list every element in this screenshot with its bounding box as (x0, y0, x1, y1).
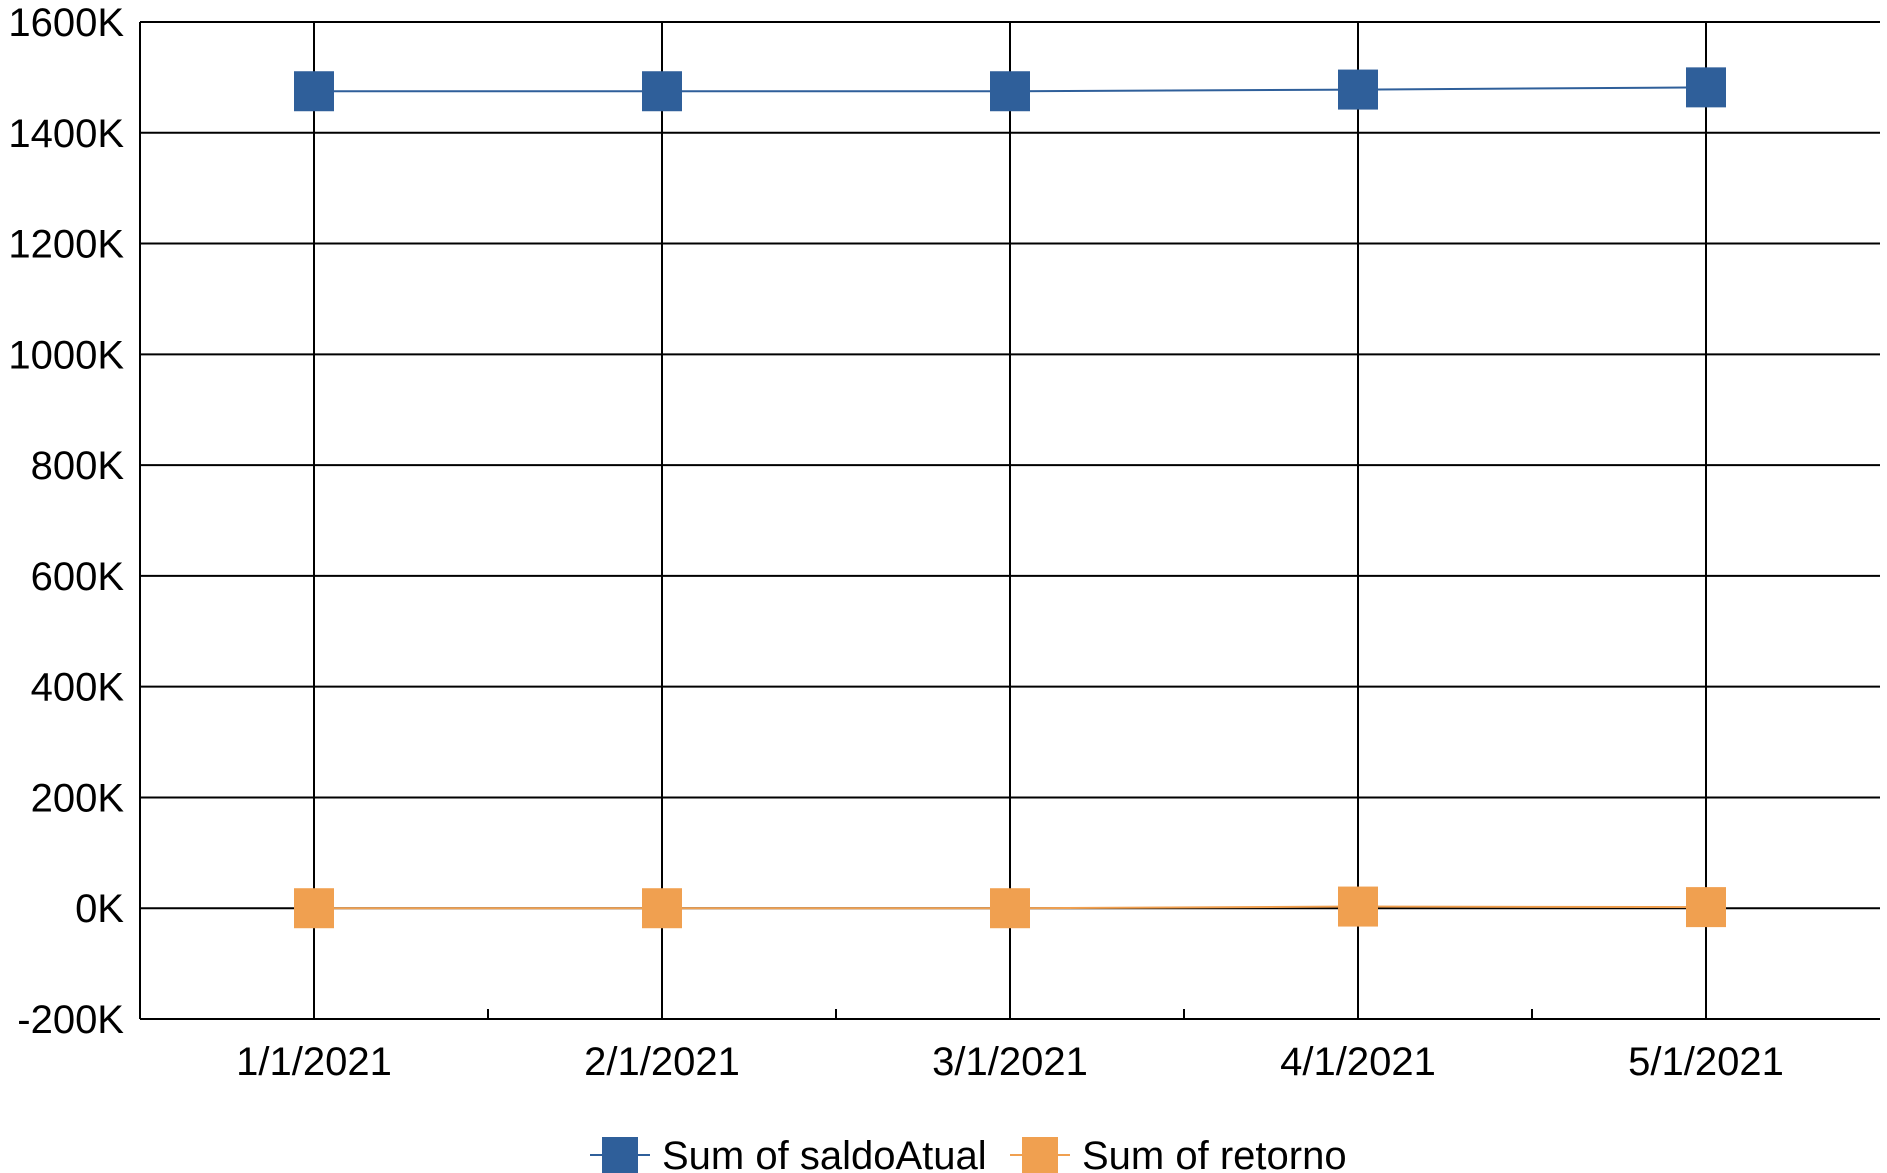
y-tick-label: 1200K (8, 223, 124, 267)
x-tick-label: 3/1/2021 (932, 1040, 1088, 1084)
series-1-marker (1686, 887, 1726, 928)
y-tick-label: 1600K (8, 1, 124, 45)
series-0-marker (1686, 67, 1726, 108)
y-tick-label: 0K (75, 887, 124, 931)
y-tick-label: 400K (31, 666, 125, 710)
series-0-marker (990, 71, 1030, 112)
x-tick-label: 5/1/2021 (1628, 1040, 1784, 1084)
series-0-marker (1338, 69, 1378, 110)
x-tick-label: 1/1/2021 (236, 1040, 392, 1084)
legend-label-1: Sum of retorno (1082, 1134, 1347, 1173)
y-tick-label: 1400K (8, 112, 124, 156)
series-1-marker (990, 888, 1030, 929)
series-0-marker (642, 71, 682, 112)
x-tick-label: 4/1/2021 (1280, 1040, 1436, 1084)
legend-marker-0 (602, 1137, 638, 1173)
y-tick-label: 200K (31, 776, 125, 820)
x-tick-label: 2/1/2021 (584, 1040, 740, 1084)
y-tick-label: 1000K (8, 333, 124, 377)
series-1-marker (1338, 886, 1378, 927)
series-0-marker (294, 71, 334, 112)
series-1-marker (642, 888, 682, 929)
legend-marker-1 (1022, 1137, 1058, 1173)
y-tick-label: 800K (31, 444, 125, 488)
y-tick-label: 600K (31, 555, 125, 599)
series-1-marker (294, 888, 334, 929)
y-tick-label: -200K (17, 998, 124, 1042)
legend-label-0: Sum of saldoAtual (662, 1134, 987, 1173)
